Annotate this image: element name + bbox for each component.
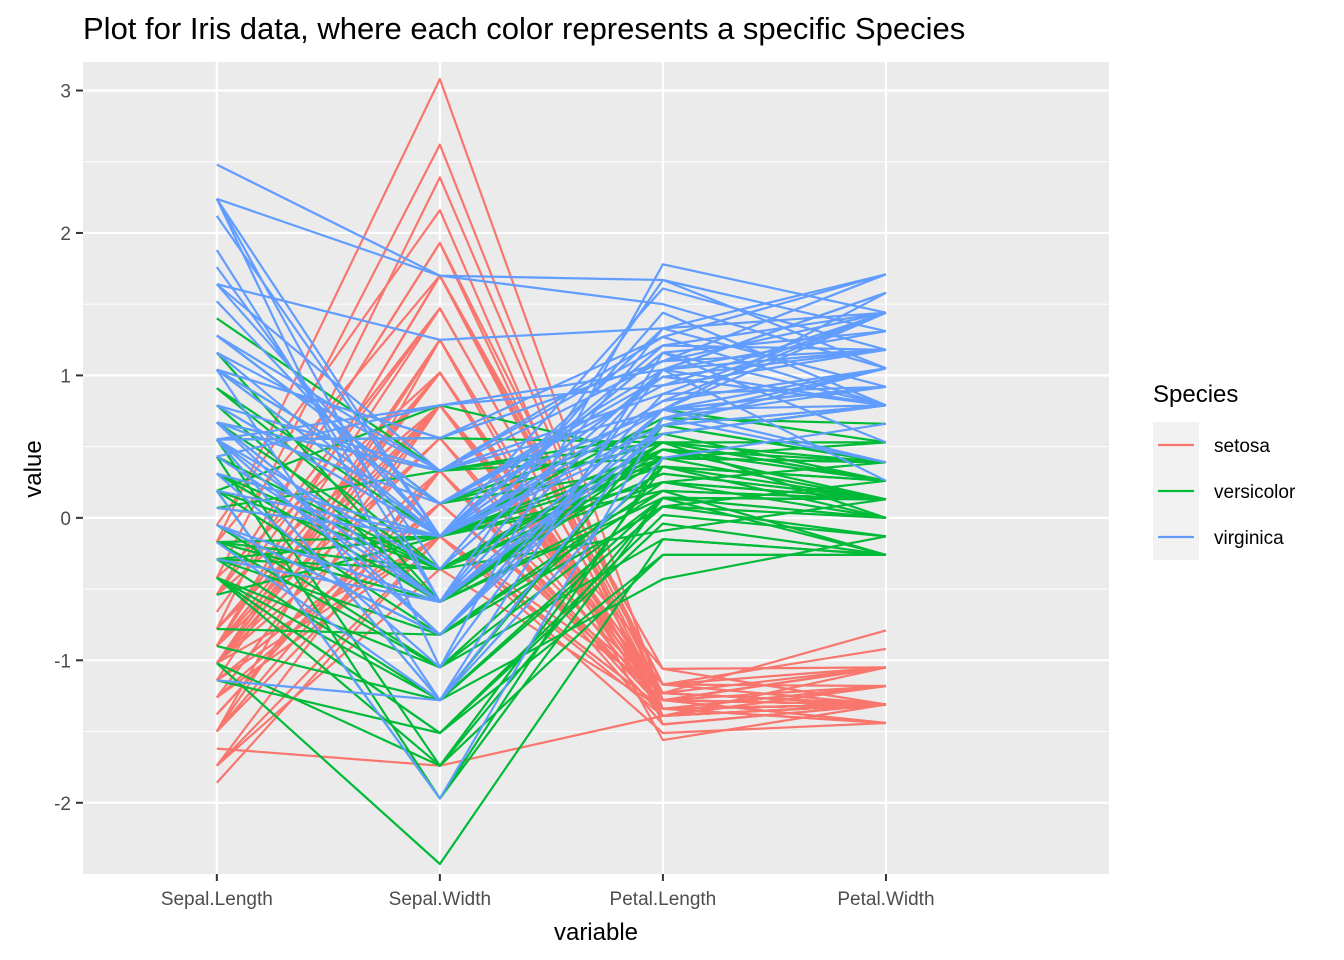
series-line-setosa — [216, 437, 887, 710]
series-line-virginica — [216, 311, 887, 472]
y-tick-label: 3 — [60, 81, 71, 102]
series-line-virginica — [216, 404, 887, 538]
y-tick-label: -2 — [54, 794, 71, 815]
x-tick-label: Sepal.Length — [161, 889, 273, 910]
series-setosa — [215, 77, 887, 784]
series-line-virginica — [216, 291, 887, 505]
legend: Species setosa versicolor virginica — [1153, 381, 1296, 560]
legend-items: setosa versicolor virginica — [1153, 422, 1296, 560]
series-line-versicolor — [216, 465, 887, 669]
series-line-virginica — [216, 404, 887, 538]
series-line-virginica — [215, 385, 887, 702]
y-tick-label: 1 — [60, 366, 71, 387]
x-tick-label: Sepal.Width — [389, 889, 491, 910]
series-line-versicolor — [216, 496, 887, 702]
series-line-virginica — [216, 283, 887, 472]
series-line-virginica — [215, 417, 887, 800]
series-line-versicolor — [216, 535, 887, 702]
series-line-versicolor — [216, 456, 887, 596]
series-line-virginica — [216, 385, 887, 636]
x-tick-label: Petal.Length — [610, 889, 717, 910]
series-line-virginica — [216, 163, 887, 370]
series-line-versicolor — [215, 438, 887, 767]
series-line-virginica — [216, 273, 887, 341]
legend-label-versicolor: versicolor — [1214, 482, 1296, 503]
series-line-virginica — [216, 375, 887, 505]
series-line-virginica — [216, 404, 887, 538]
series-line-versicolor — [216, 522, 887, 735]
x-tick-label: Petal.Width — [837, 889, 934, 910]
series-line-setosa — [215, 371, 887, 695]
y-axis-title: value — [20, 440, 47, 497]
series-line-virginica — [216, 311, 887, 505]
series-virginica — [215, 163, 887, 800]
series-lines — [215, 77, 887, 866]
y-axis-ticks: -2 -1 0 1 2 3 — [54, 81, 83, 815]
series-line-virginica — [215, 198, 887, 538]
series-line-virginica — [216, 311, 887, 458]
series-line-setosa — [215, 338, 887, 725]
x-axis-title: variable — [554, 919, 638, 946]
legend-label-virginica: virginica — [1214, 528, 1284, 549]
series-line-virginica — [216, 408, 887, 604]
series-line-versicolor — [216, 481, 887, 544]
series-line-setosa — [215, 535, 887, 784]
y-tick-label: -1 — [54, 651, 71, 672]
series-line-virginica — [216, 367, 887, 538]
series-line-virginica — [215, 351, 887, 702]
legend-label-setosa: setosa — [1214, 436, 1270, 457]
series-line-setosa — [216, 684, 887, 767]
series-line-versicolor — [216, 538, 887, 669]
series-line-virginica — [216, 273, 887, 440]
chart-title: Plot for Iris data, where each color rep… — [83, 11, 965, 46]
y-tick-label: 0 — [60, 509, 71, 530]
x-axis-ticks: Sepal.Length Sepal.Width Petal.Length Petal… — [161, 874, 935, 910]
legend-title: Species — [1153, 381, 1238, 408]
series-line-virginica — [216, 197, 887, 333]
y-tick-label: 2 — [60, 224, 71, 245]
series-line-versicolor — [216, 553, 886, 767]
